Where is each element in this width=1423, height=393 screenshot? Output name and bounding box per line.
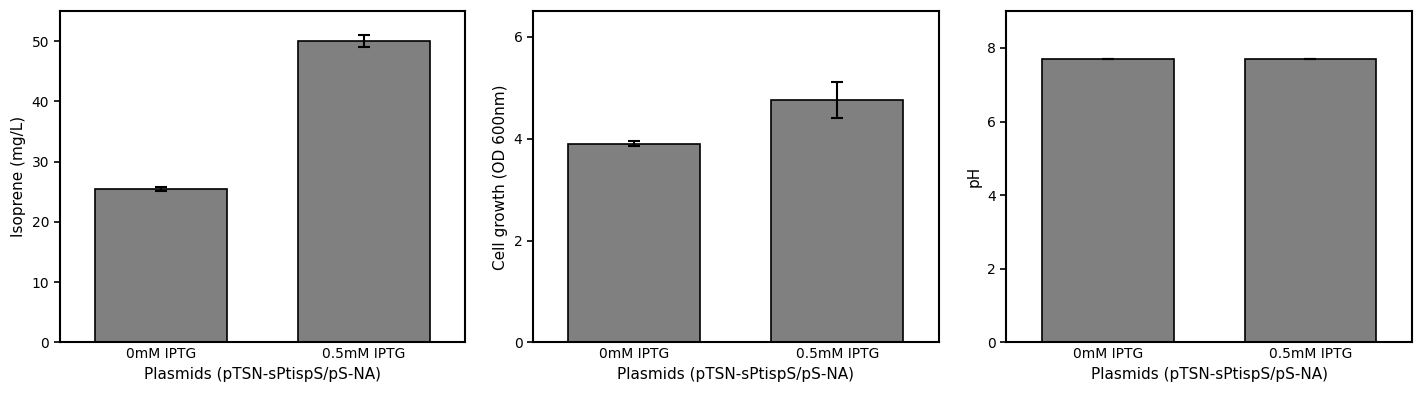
Y-axis label: Cell growth (OD 600nm): Cell growth (OD 600nm)	[494, 84, 508, 270]
Bar	[771, 100, 904, 342]
X-axis label: Plasmids (pTSN-sPtispS/pS-NA): Plasmids (pTSN-sPtispS/pS-NA)	[144, 367, 381, 382]
X-axis label: Plasmids (pTSN-sPtispS/pS-NA): Plasmids (pTSN-sPtispS/pS-NA)	[1090, 367, 1328, 382]
Bar	[1042, 59, 1174, 342]
Bar	[297, 41, 430, 342]
Bar	[1245, 59, 1376, 342]
Y-axis label: Isoprene (mg/L): Isoprene (mg/L)	[11, 116, 26, 237]
Y-axis label: pH: pH	[966, 166, 982, 187]
Bar	[95, 189, 228, 342]
X-axis label: Plasmids (pTSN-sPtispS/pS-NA): Plasmids (pTSN-sPtispS/pS-NA)	[618, 367, 854, 382]
Bar	[568, 144, 700, 342]
